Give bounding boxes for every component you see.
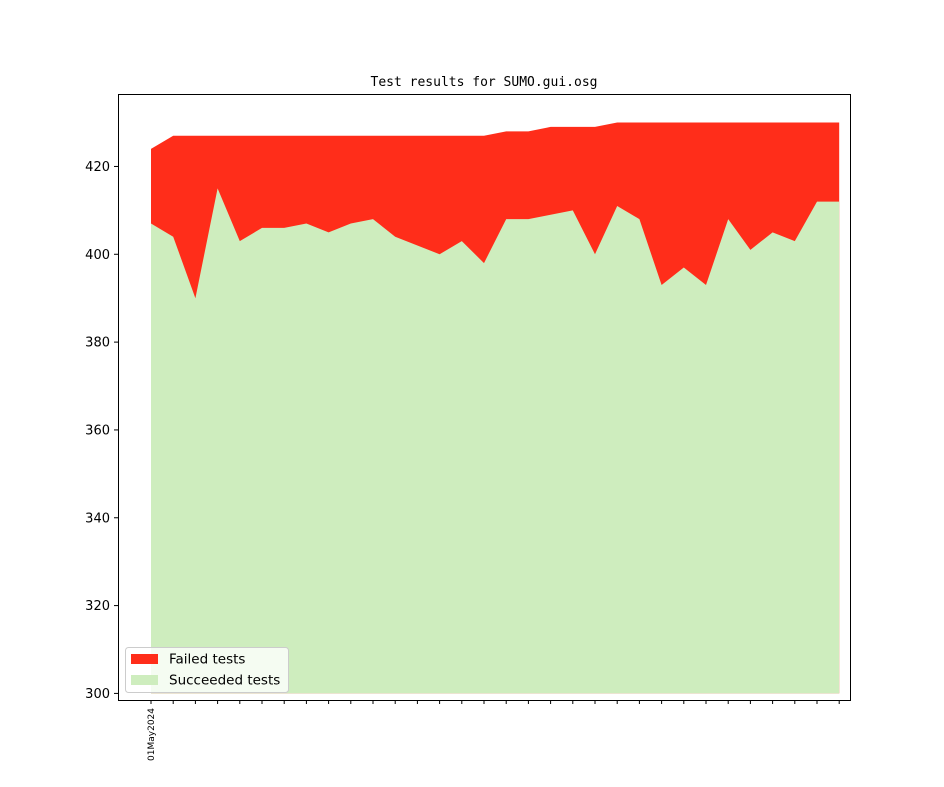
x-tick-label: 01May2024: [147, 708, 157, 761]
y-tick-label: 380: [85, 336, 110, 351]
y-tick-label: 400: [85, 248, 110, 263]
x-axis: 01May2024: [147, 700, 840, 761]
legend-box: [125, 647, 289, 693]
y-tick-label: 420: [85, 160, 110, 175]
legend-label: Succeeded tests: [169, 673, 280, 689]
chart-title: Test results for SUMO.gui.osg: [371, 75, 598, 90]
y-tick-label: 340: [85, 511, 110, 526]
y-tick-label: 300: [85, 687, 110, 702]
y-axis: 300 320 340 360 380 400 420: [85, 160, 118, 702]
legend-label: Failed tests: [169, 652, 245, 668]
legend-swatch: [131, 675, 158, 685]
legend: Failed tests Succeeded tests: [125, 647, 289, 693]
legend-swatch: [131, 654, 158, 664]
y-tick-label: 320: [85, 599, 110, 614]
y-tick-label: 360: [85, 423, 110, 438]
areas-group: [151, 122, 840, 694]
series-area-succeeded-tests: [151, 188, 840, 694]
